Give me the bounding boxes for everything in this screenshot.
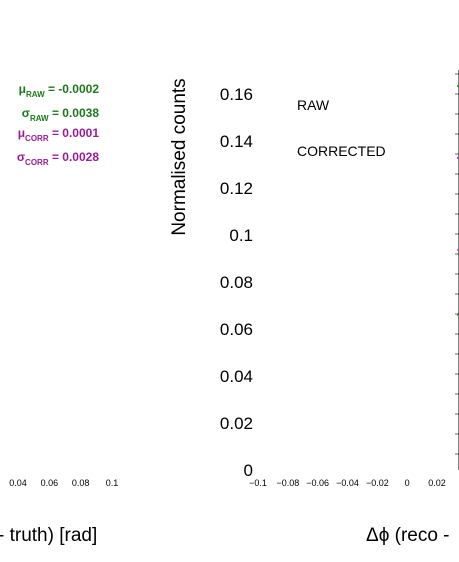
legend-entry-corrected: CORRECTED	[297, 143, 386, 159]
y-tick-label: 0	[244, 461, 253, 480]
stat-annotation: μCORR = 0.0001	[18, 126, 100, 143]
x-tick-label: −0.08	[276, 478, 299, 488]
x-tick-label: −0.06	[306, 478, 329, 488]
y-tick-label: 0.1	[229, 226, 253, 245]
y-tick-label: 0.12	[220, 179, 253, 198]
x-tick-label: −0.02	[366, 478, 389, 488]
y-tick-label: 0.14	[220, 132, 253, 151]
right-panel: 00.020.040.060.080.10.120.140.16 −0.1 −0.…	[169, 70, 459, 546]
x-tick-labels: −0.1 −0.08 −0.06 −0.04 −0.02 0 0.02	[249, 478, 446, 488]
left-x-tick-label: 0.04	[9, 478, 27, 488]
left-x-tick-label: 0.08	[72, 478, 90, 488]
y-tick-label: 0.08	[220, 273, 253, 292]
y-axis-label: Normalised counts	[169, 78, 190, 235]
left-x-tick-label: 0.1	[106, 478, 119, 488]
histogram-edge-marks	[455, 73, 459, 455]
y-tick-label: 0.04	[220, 367, 253, 386]
y-tick-label: 0.06	[220, 320, 253, 339]
stat-annotation: σCORR = 0.0028	[17, 150, 99, 167]
left-panel: μRAW = -0.0002 σRAW = 0.0038 μCORR = 0.000…	[0, 82, 118, 546]
left-x-tick-label: 0.06	[41, 478, 59, 488]
y-tick-label: 0.02	[220, 414, 253, 433]
x-tick-label: 0	[405, 478, 410, 488]
left-x-axis-label: - truth) [rad]	[0, 525, 97, 546]
right-x-axis-label: Δϕ (reco -	[366, 525, 450, 546]
x-tick-label: 0.02	[428, 478, 446, 488]
x-tick-label: −0.1	[249, 478, 267, 488]
left-x-tick-labels: 0.04 0.06 0.08 0.1	[9, 478, 118, 488]
stats-annotations: μRAW = -0.0002 σRAW = 0.0038 μCORR = 0.000…	[17, 82, 99, 167]
stat-annotation: σRAW = 0.0038	[22, 106, 100, 123]
x-tick-label: −0.04	[336, 478, 359, 488]
legend-entry-raw: RAW	[297, 97, 330, 113]
stat-annotation: μRAW = -0.0002	[19, 82, 100, 99]
y-tick-labels: 0 0.02 0.04 0.06 0.08 0.1 0.12 0.14 0.16	[220, 85, 253, 480]
y-tick-label: 0.16	[220, 85, 253, 104]
